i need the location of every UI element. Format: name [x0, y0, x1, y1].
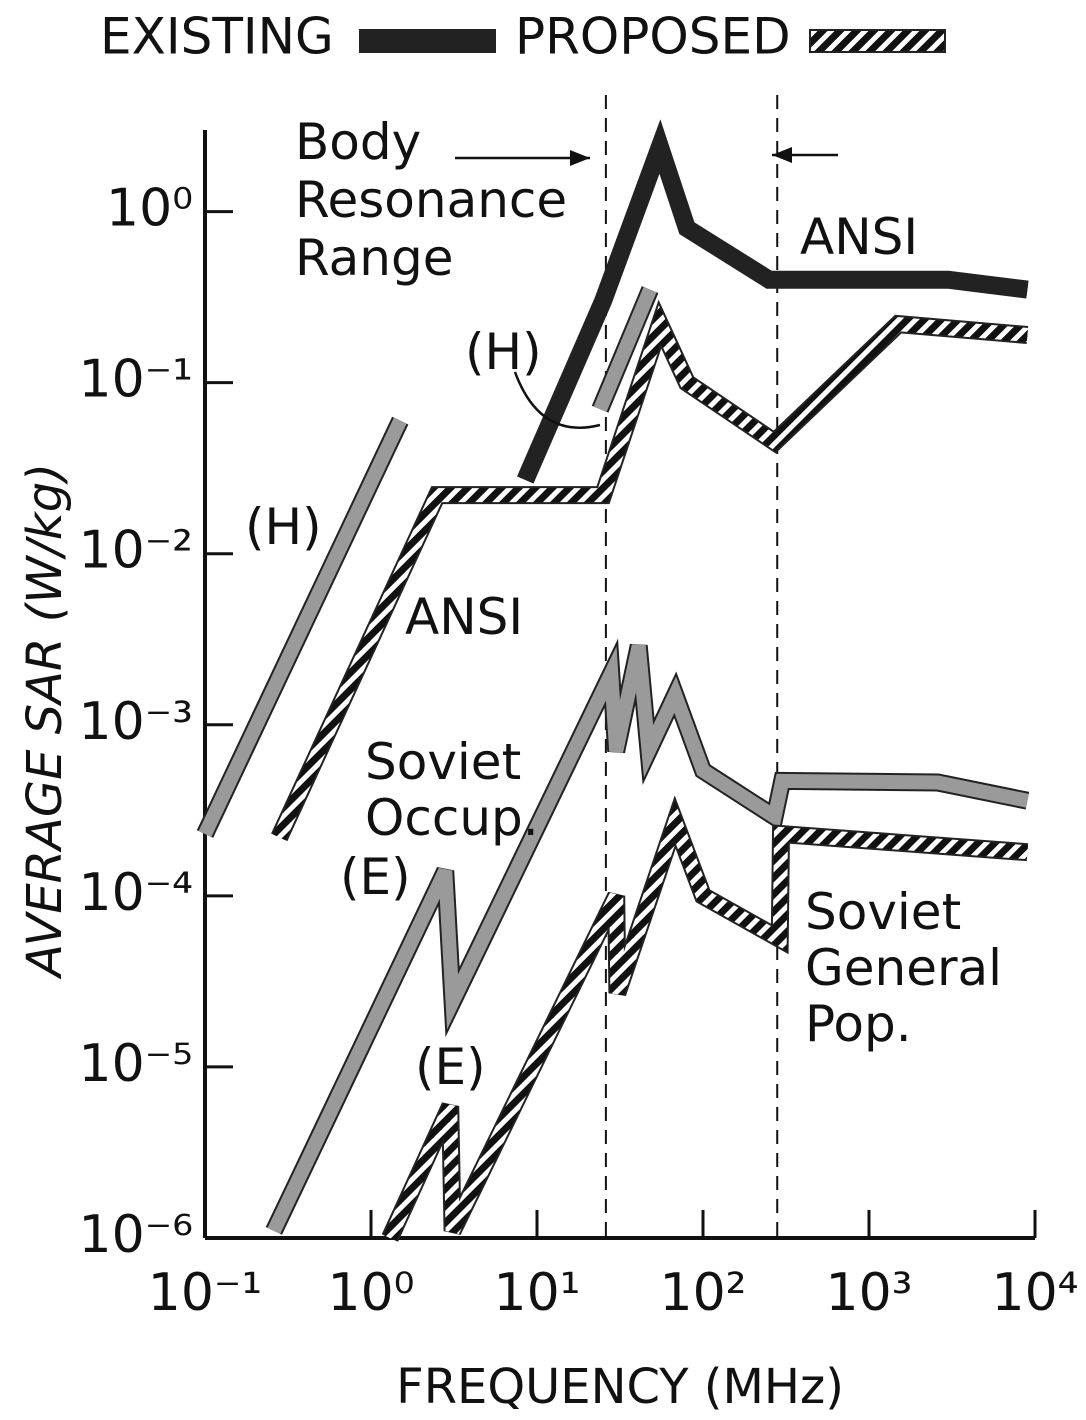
y-tick-label: 10⁻⁶ [79, 1205, 193, 1265]
series-line [272, 305, 1028, 841]
legend-swatch [809, 29, 946, 53]
legend-label: EXISTING [100, 8, 334, 66]
y-tick-label: 10⁻² [79, 521, 193, 581]
series [265, 638, 1030, 1235]
label-line: Range [295, 229, 453, 287]
legend-swatch [359, 29, 496, 53]
y-tick-label: 10⁻¹ [79, 350, 193, 410]
pointer [513, 371, 601, 429]
arrow-head [570, 150, 590, 166]
legend-label: PROPOSED [515, 8, 791, 66]
label: (E) [415, 1038, 486, 1096]
label-line: Resonance [295, 171, 567, 229]
label-line: (E) [340, 848, 411, 906]
y-tick-label: 10⁰ [106, 179, 193, 239]
label-line: ANSI [800, 208, 918, 266]
series [591, 286, 659, 413]
label: ANSI [405, 588, 523, 646]
label-line: (H) [245, 498, 322, 556]
series-line [267, 644, 1029, 1234]
label: ANSI [800, 208, 918, 266]
x-tick-label: 10¹ [493, 1263, 580, 1323]
label: Soviet Occup. [365, 733, 539, 847]
label-line: Occup. [365, 789, 539, 847]
label: Body Resonance Range [295, 113, 567, 287]
series [381, 795, 1029, 1242]
y-tick-label: 10⁻⁴ [79, 863, 193, 923]
label-line: General [805, 939, 1002, 997]
arrow-head [772, 147, 792, 163]
label-line: Body [295, 113, 421, 171]
series [517, 119, 1029, 484]
label-line: Pop. [805, 995, 912, 1053]
label: (H) [245, 498, 322, 556]
label-line: (E) [415, 1038, 486, 1096]
series-line [593, 286, 657, 412]
label: (E) [340, 848, 411, 906]
label: (H) [465, 323, 542, 381]
series [271, 299, 1029, 842]
x-tick-label: 10⁴ [991, 1263, 1078, 1323]
x-tick-label: 10⁻¹ [148, 1263, 262, 1323]
series-line [198, 417, 407, 837]
x-tick-label: 10³ [825, 1263, 912, 1323]
y-axis-label: AVERAGE SAR (W/kg) [17, 463, 73, 980]
y-tick-label: 10⁻⁵ [79, 1034, 193, 1094]
series-line [383, 801, 1028, 1241]
x-tick-label: 10² [659, 1263, 746, 1323]
label-line: Soviet [805, 883, 961, 941]
label-line: (H) [465, 323, 542, 381]
series-line [518, 125, 1029, 483]
y-tick-label: 10⁻³ [79, 692, 193, 752]
label-line: Soviet [365, 733, 521, 791]
x-tick-label: 10⁰ [327, 1263, 414, 1323]
label: Soviet General Pop. [805, 883, 1002, 1053]
series [196, 416, 409, 838]
x-axis-label: FREQUENCY (MHz) [396, 1359, 844, 1415]
label-line: ANSI [405, 588, 523, 646]
